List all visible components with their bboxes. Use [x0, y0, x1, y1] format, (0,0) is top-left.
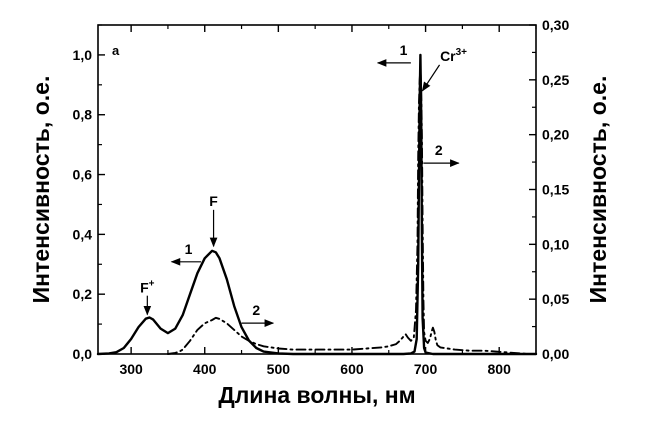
annotation-1: F+	[140, 279, 155, 316]
panel-label: а	[112, 43, 120, 58]
annotation-5: 1	[376, 42, 411, 67]
annotation-label-5: 1	[400, 42, 408, 58]
x-tick-label-800: 800	[488, 361, 512, 377]
annotation-sup: +	[149, 279, 155, 290]
y-axis-left-title: Интенсивность, о.е.	[28, 76, 54, 304]
y-left-tick-label-0,4: 0,4	[73, 226, 93, 242]
y-right-tick-label-0,25: 0,25	[542, 72, 569, 88]
annotation-label-4: 2	[252, 302, 260, 318]
y-right-tick-label-0,15: 0,15	[542, 182, 569, 198]
y-left-tick-label-0,8: 0,8	[73, 107, 93, 123]
series-line-2	[166, 67, 537, 355]
cr-pointer-arrow	[421, 64, 441, 92]
x-tick-label-300: 300	[119, 361, 143, 377]
annotation-label-6: 2	[435, 142, 443, 158]
annotation-label-1: F+	[140, 279, 155, 296]
x-tick-label-500: 500	[267, 361, 291, 377]
x-tick-label-600: 600	[340, 361, 364, 377]
y-right-tick-label-0,30: 0,30	[542, 17, 569, 33]
plot-area	[96, 53, 538, 356]
y-right-tick-label-0,00: 0,00	[542, 346, 569, 362]
y-right-tick-label-0,10: 0,10	[542, 236, 569, 252]
annotation-7: Cr3+	[440, 47, 467, 64]
x-tick-label-700: 700	[414, 361, 438, 377]
y-left-tick-label-0,0: 0,0	[73, 346, 93, 362]
x-axis-title: Длина волны, нм	[218, 382, 415, 408]
x-tick-label-400: 400	[193, 361, 217, 377]
annotation-sup: 3+	[456, 47, 468, 58]
annotation-label-3: 1	[185, 241, 193, 257]
plot-frame	[97, 24, 537, 355]
annotation-label-2: F	[209, 193, 218, 209]
series-line-1	[96, 53, 538, 356]
annotation-2: F	[209, 193, 218, 248]
y-left-tick-label-1,0: 1,0	[73, 47, 93, 63]
annotation-3: 1	[170, 241, 202, 266]
y-right-tick-label-0,05: 0,05	[542, 291, 569, 307]
y-right-tick-label-0,20: 0,20	[542, 127, 569, 143]
annotation-label-7: Cr3+	[440, 47, 467, 64]
y-axis-right-title: Интенсивность, о.е.	[585, 76, 611, 304]
axes: 300 400 500 600 700 800 0,0 0,2 0,4 0,6 0,8 1,0 0,00…	[73, 17, 570, 377]
y-left-tick-label-0,2: 0,2	[73, 286, 93, 302]
y-left-tick-label-0,6: 0,6	[73, 167, 93, 183]
annotation-6: 2	[423, 142, 460, 167]
annotation-4: 2	[241, 302, 275, 327]
